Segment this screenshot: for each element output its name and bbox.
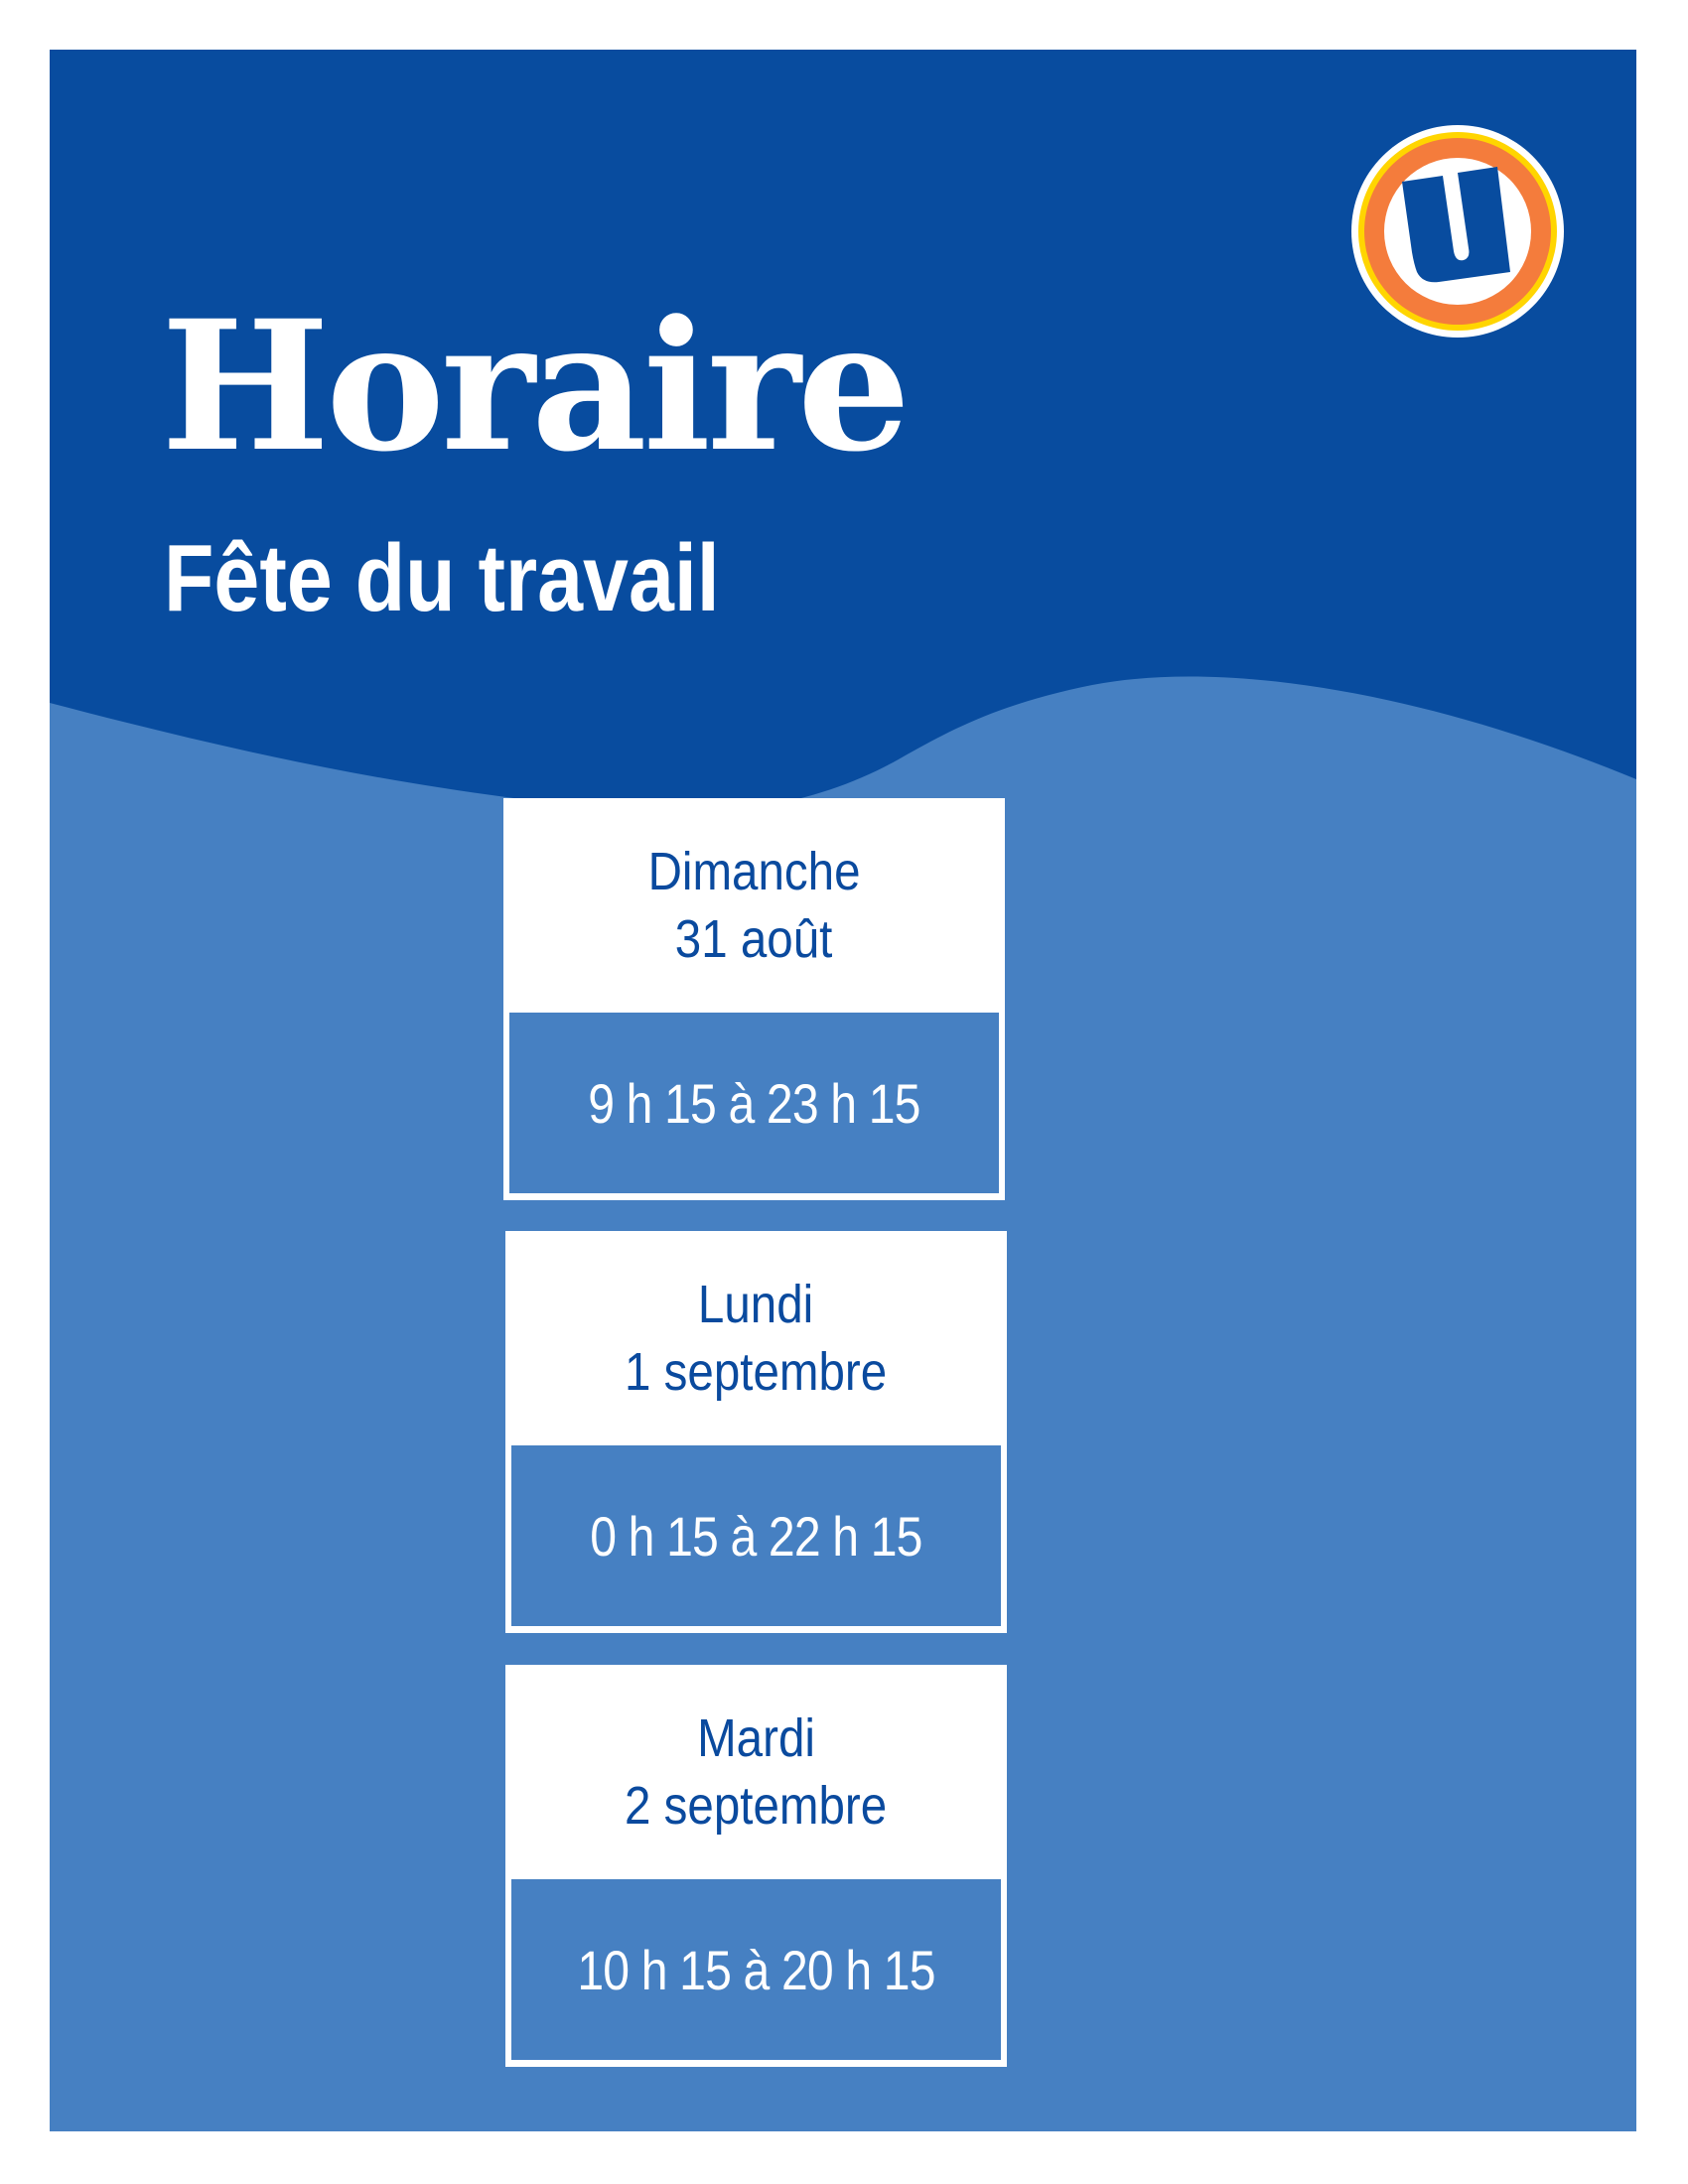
schedule-card-sunday: Dimanche 31 août 9 h 15 à 23 h 15: [503, 798, 1005, 1200]
schedule-date: 1 septembre: [625, 1342, 888, 1402]
header-wave-background: [50, 50, 1636, 814]
schedule-hours: 0 h 15 à 22 h 15: [590, 1504, 922, 1568]
poster: Horaire Fête du travail Dimanche 31 août…: [50, 50, 1636, 2131]
schedule-card-monday: Lundi 1 septembre 0 h 15 à 22 h 15: [505, 1231, 1007, 1633]
page-title: Horaire: [161, 282, 911, 491]
schedule-day: Dimanche: [647, 842, 861, 901]
schedule-hours-box: 9 h 15 à 23 h 15: [509, 1013, 999, 1193]
schedule-card-tuesday: Mardi 2 septembre 10 h 15 à 20 h 15: [505, 1665, 1007, 2067]
schedule-hours-box: 0 h 15 à 22 h 15: [511, 1445, 1001, 1626]
schedule-day: Mardi: [697, 1708, 815, 1768]
schedule-hours: 10 h 15 à 20 h 15: [577, 1938, 935, 2001]
schedule-date: 31 août: [675, 909, 833, 969]
schedule-hours: 9 h 15 à 23 h 15: [588, 1071, 920, 1135]
schedule-day: Lundi: [698, 1275, 814, 1334]
brand-logo-u-icon: [1351, 125, 1564, 338]
page-subtitle: Fête du travail: [164, 525, 720, 631]
schedule-date: 2 septembre: [625, 1776, 888, 1836]
schedule-hours-box: 10 h 15 à 20 h 15: [511, 1879, 1001, 2060]
